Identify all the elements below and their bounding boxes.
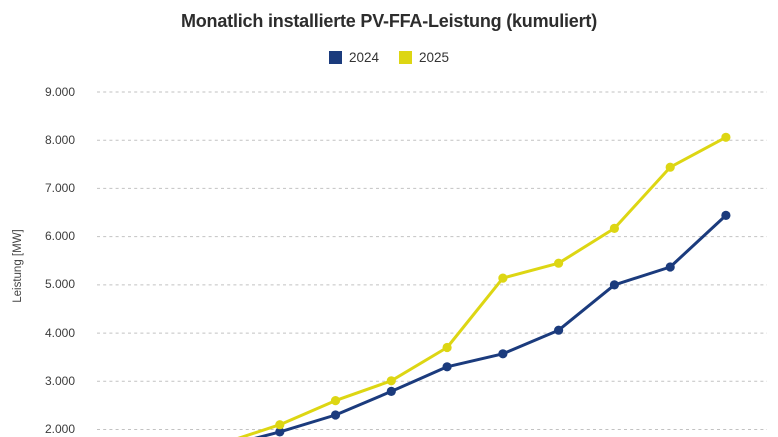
data-point-2024-2 [275,427,285,437]
series-2024 [254,210,731,437]
y-tick-label-4.000: 4.000 [44,325,75,340]
data-point-2025-7 [554,258,564,268]
y-tick-label-8.000: 8.000 [44,132,75,147]
data-point-2024-10 [721,210,731,220]
y-tick-label-5.000: 5.000 [44,277,75,292]
y-tick-label-2.000: 2.000 [44,422,75,436]
series-2025 [237,132,731,437]
legend-item-2024[interactable]: 2024 [328,50,379,65]
legend-label: 2025 [419,50,450,65]
data-point-2024-7 [554,325,564,335]
data-point-2025-9 [665,162,675,172]
data-point-2024-8 [609,280,620,290]
legend-label: 2024 [348,50,379,65]
series-line-2024 [254,213,728,437]
data-point-2025-2 [275,420,285,430]
chart-title: Monatlich installierte PV-FFA-Leistung (… [180,11,598,31]
data-point-2025-10 [721,132,731,142]
legend-swatch-2024 [328,51,342,64]
data-point-2024-5 [442,362,452,372]
data-point-2024-9 [665,262,675,272]
data-point-2025-5 [442,342,452,353]
legend-swatch-2025 [399,51,412,64]
series-line-2025 [237,135,728,437]
data-point-2024-6 [498,349,508,359]
y-tick-label-6.000: 6.000 [44,229,75,244]
y-tick-label-7.000: 7.000 [44,180,75,195]
data-point-2025-4 [386,376,396,386]
data-point-2025-6 [498,273,508,283]
data-point-2025-8 [609,223,620,233]
data-point-2025-3 [330,396,341,406]
y-tick-label-9.000: 9.000 [44,84,75,99]
data-point-2024-3 [330,410,341,420]
y-tick-label-3.000: 3.000 [44,373,75,388]
chart-legend: 2024 2025 [0,50,778,65]
legend-item-2025[interactable]: 2025 [399,50,449,65]
data-point-2024-4 [386,386,396,396]
